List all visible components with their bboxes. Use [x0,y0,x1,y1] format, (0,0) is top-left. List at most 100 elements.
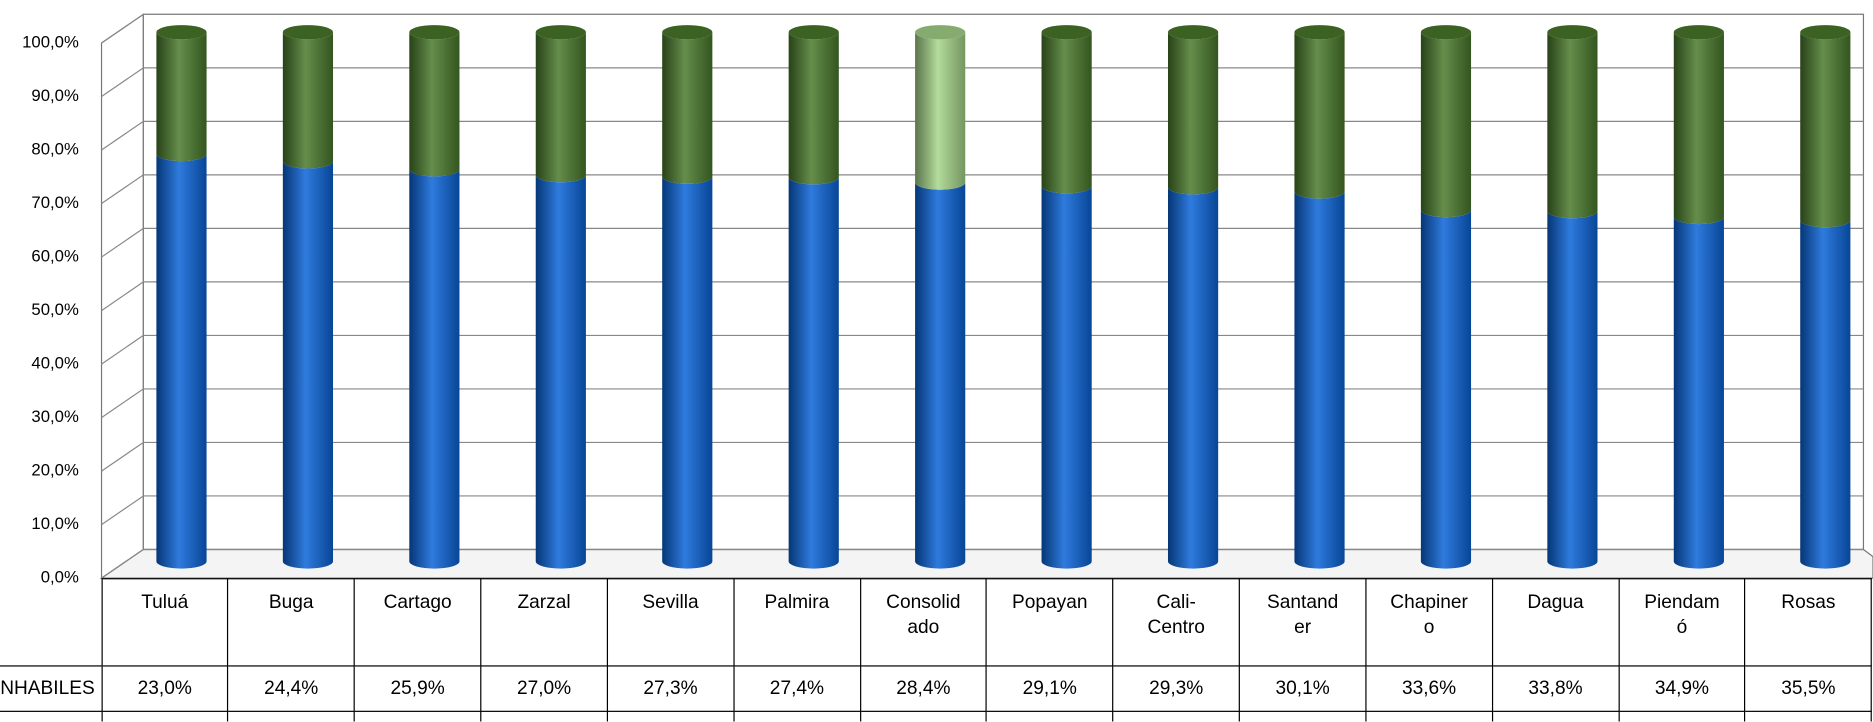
value-label: 65,1% [1618,710,1746,722]
y-tick-label: 50,0% [31,300,79,319]
value-label: 75,6% [227,710,355,722]
cylinder-segment [1041,32,1092,194]
y-tick-label: 100,0% [22,32,79,51]
cylinder-segment [1673,32,1724,225]
cylinder-segment [915,32,966,190]
cylinder-segment [1294,32,1345,199]
category-cell: Sevilla [606,578,735,667]
value-label: 70,7% [1112,710,1241,722]
corner-cell [0,578,103,666]
grid-line [101,120,144,151]
category-cell: Cartago [353,578,482,667]
cylinder-segment [662,176,713,569]
grid-line [101,281,144,312]
cylinder-cap [1041,25,1092,40]
category-label: Cali-Centro [1147,592,1205,638]
category-label: Buga [268,592,314,613]
grid-line [101,441,144,472]
grid-line [101,227,144,258]
value-label: 33,8% [1491,665,1620,712]
value-label: 35,5% [1744,665,1873,712]
grid-line [101,67,144,98]
value-label: 27,3% [606,665,735,712]
cylinder-segment [1673,216,1724,569]
cylinder-segment [1547,211,1598,569]
value-label: 29,1% [985,665,1114,712]
category-label: Piendamó [1644,592,1720,638]
cylinder-segment [535,32,586,183]
cylinder-segment [1800,220,1851,569]
category-cell: Dagua [1491,578,1620,667]
category-cell: Rosas [1744,578,1873,667]
cylinder-cap [1420,25,1472,40]
value-label: 34,9% [1618,665,1746,712]
cylinder-segment [1041,186,1092,569]
cylinder-segment [1167,187,1219,569]
cylinder-cap [915,25,966,40]
value-label: 73,0% [480,710,608,722]
value-label: 72,7% [606,710,735,722]
value-label: 23,0% [100,665,229,712]
cylinder-segment [1547,32,1598,219]
category-label: Zarzal [517,592,571,613]
value-label: 66,2% [1491,710,1620,722]
y-tick-label: 30,0% [31,407,79,426]
value-label: 72,6% [733,710,861,722]
value-label: 70,9% [985,710,1114,722]
cylinder-segment [282,161,334,569]
category-cell: Zarzal [480,578,608,667]
y-tick-label: 40,0% [31,354,79,373]
category-cell: Cali-Centro [1112,578,1241,667]
grid-line [101,13,144,44]
cylinder-cap [282,25,334,40]
cylinder-cap [1547,25,1598,40]
category-label: Cartago [383,592,452,613]
grid-line [101,334,144,365]
floor [99,548,1873,579]
value-label: 74,1% [353,710,482,722]
grid-line [101,548,144,579]
y-tick-label: 60,0% [31,246,79,265]
category-label: Dagua [1527,592,1584,613]
category-cell: Santander [1238,578,1367,667]
value-label: 28,4% [859,665,988,712]
category-cell: Consolidado [859,578,988,667]
cylinder-segment [156,153,207,569]
cylinder-segment [788,177,839,569]
value-label: 27,4% [733,665,861,712]
cylinder-segment [788,32,839,185]
y-tick-label: 80,0% [31,139,79,158]
value-label: 77,0% [100,710,229,722]
value-label: 27,0% [480,665,608,712]
cylinder-segment [409,32,460,177]
category-label: Consolidado [886,592,961,638]
cylinder-segment [1800,32,1851,228]
value-label: 64,5% [1744,710,1873,722]
header-row: Tuluá Buga Cartago Zarzal Sevilla Palmira Cons… [0,578,1873,667]
category-label: Rosas [1781,592,1836,613]
grid-line [101,174,144,205]
grid-line [101,495,144,526]
category-label: Palmira [764,592,830,613]
cylinder-segment [1420,32,1472,218]
category-cell: Buga [227,578,355,667]
cylinder-cap [1673,25,1724,40]
data-row: HABILES77,0%75,6%74,1%73,0%72,7%72,6%71,… [0,710,1873,722]
cylinder-segment [409,169,460,569]
cylinder-segment [535,175,586,569]
value-label: 29,3% [1112,665,1241,712]
cylinder-cap [788,25,839,40]
category-cell: Tuluá [100,578,229,667]
cylinder-cap [535,25,586,40]
cylinder-segment [282,32,334,169]
cylinder-segment [156,32,207,162]
category-cell: Popayan [985,578,1114,667]
cylinder-cap [156,25,207,40]
category-cell: Piendamó [1618,578,1746,667]
cylinder-cap [1294,25,1345,40]
cylinder-cap [409,25,460,40]
value-label: 30,1% [1238,665,1367,712]
